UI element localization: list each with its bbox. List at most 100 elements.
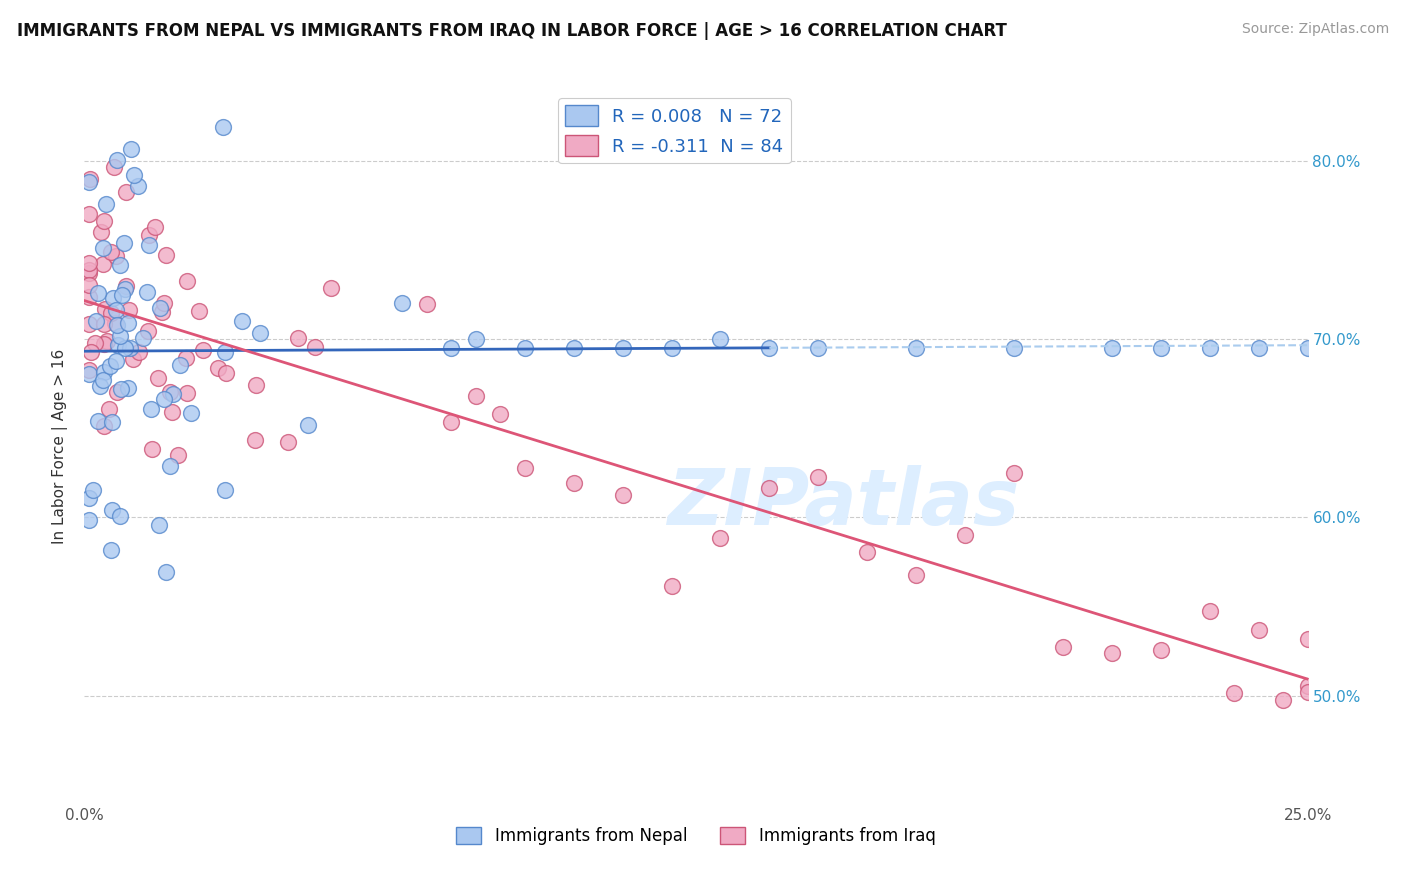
- Text: IMMIGRANTS FROM NEPAL VS IMMIGRANTS FROM IRAQ IN LABOR FORCE | AGE > 16 CORRELAT: IMMIGRANTS FROM NEPAL VS IMMIGRANTS FROM…: [17, 22, 1007, 40]
- Point: [155, 566, 177, 580]
- Point: [77, 263, 100, 277]
- Point: [107, 337, 129, 351]
- Point: [1002, 341, 1025, 355]
- Point: [90, 225, 112, 239]
- Point: [111, 288, 134, 302]
- Point: [1296, 632, 1319, 646]
- Point: [612, 341, 634, 355]
- Point: [562, 475, 585, 490]
- Point: [249, 326, 271, 340]
- Point: [1247, 623, 1270, 637]
- Point: [167, 448, 190, 462]
- Point: [1296, 679, 1319, 693]
- Point: [159, 384, 181, 399]
- Point: [77, 207, 100, 221]
- Point: [169, 358, 191, 372]
- Point: [110, 508, 132, 523]
- Point: [118, 341, 141, 355]
- Point: [93, 301, 115, 316]
- Point: [77, 363, 100, 377]
- Point: [100, 503, 122, 517]
- Point: [489, 407, 512, 421]
- Point: [108, 328, 131, 343]
- Point: [391, 296, 413, 310]
- Point: [1198, 341, 1220, 355]
- Point: [155, 248, 177, 262]
- Point: [82, 483, 104, 498]
- Point: [1150, 341, 1173, 355]
- Point: [91, 257, 114, 271]
- Point: [162, 386, 184, 401]
- Point: [214, 483, 236, 498]
- Point: [464, 389, 486, 403]
- Point: [105, 318, 128, 332]
- Point: [152, 296, 174, 310]
- Point: [1101, 646, 1123, 660]
- Point: [97, 402, 120, 417]
- Point: [1150, 642, 1173, 657]
- Point: [117, 381, 139, 395]
- Point: [87, 414, 110, 428]
- Point: [100, 543, 122, 558]
- Point: [132, 331, 155, 345]
- Point: [1198, 604, 1220, 618]
- Point: [152, 392, 174, 407]
- Point: [159, 458, 181, 473]
- Point: [127, 178, 149, 193]
- Point: [77, 278, 100, 293]
- Legend: Immigrants from Nepal, Immigrants from Iraq: Immigrants from Nepal, Immigrants from I…: [450, 820, 942, 852]
- Point: [856, 544, 879, 558]
- Point: [180, 406, 202, 420]
- Point: [905, 341, 928, 355]
- Point: [77, 175, 100, 189]
- Point: [114, 282, 136, 296]
- Point: [146, 371, 169, 385]
- Point: [77, 317, 100, 331]
- Point: [77, 367, 100, 381]
- Point: [114, 279, 136, 293]
- Point: [138, 238, 160, 252]
- Point: [661, 579, 683, 593]
- Point: [91, 373, 114, 387]
- Point: [953, 528, 976, 542]
- Point: [513, 461, 536, 475]
- Point: [98, 359, 121, 373]
- Point: [212, 120, 235, 135]
- Point: [77, 290, 100, 304]
- Point: [80, 345, 103, 359]
- Point: [120, 142, 142, 156]
- Point: [100, 306, 122, 320]
- Point: [84, 314, 107, 328]
- Point: [1247, 341, 1270, 355]
- Point: [304, 340, 326, 354]
- Point: [112, 235, 135, 250]
- Point: [91, 241, 114, 255]
- Point: [128, 344, 150, 359]
- Point: [231, 314, 253, 328]
- Y-axis label: In Labor Force | Age > 16: In Labor Force | Age > 16: [52, 349, 69, 543]
- Point: [77, 256, 100, 270]
- Point: [93, 214, 115, 228]
- Text: Source: ZipAtlas.com: Source: ZipAtlas.com: [1241, 22, 1389, 37]
- Point: [83, 335, 105, 350]
- Point: [513, 341, 536, 355]
- Point: [440, 341, 463, 355]
- Point: [207, 361, 229, 376]
- Point: [319, 281, 342, 295]
- Point: [87, 286, 110, 301]
- Point: [122, 168, 145, 182]
- Point: [709, 531, 731, 545]
- Point: [93, 365, 115, 379]
- Point: [1296, 685, 1319, 699]
- Point: [1052, 640, 1074, 655]
- Point: [245, 433, 267, 447]
- Point: [150, 305, 173, 319]
- Point: [143, 220, 166, 235]
- Point: [136, 324, 159, 338]
- Point: [100, 415, 122, 429]
- Point: [104, 316, 127, 330]
- Point: [758, 481, 780, 495]
- Point: [612, 488, 634, 502]
- Point: [93, 418, 115, 433]
- Point: [214, 345, 236, 359]
